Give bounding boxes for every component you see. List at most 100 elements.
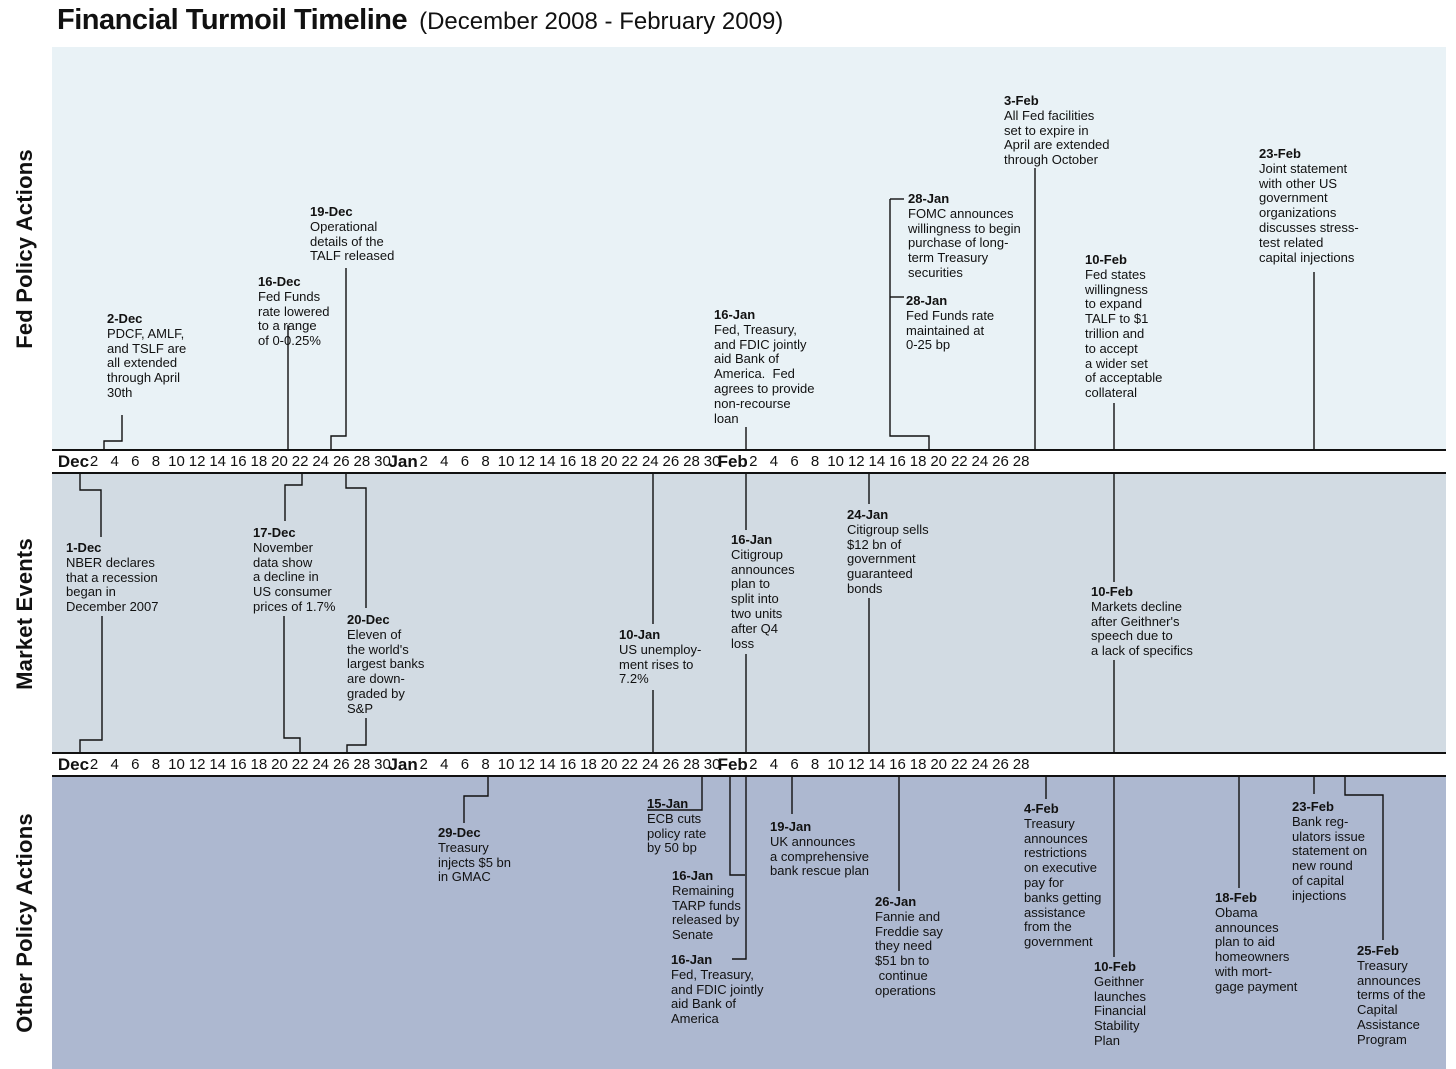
event-date: 16-Jan <box>731 532 773 547</box>
axis-1-tick: 26 <box>662 453 680 470</box>
axis-1-tick: 6 <box>790 453 799 470</box>
event-description: Fed states willingness to expand TALF to… <box>1085 266 1163 401</box>
event-date: 3-Feb <box>1004 93 1039 108</box>
axis-2-tick: 16 <box>889 756 906 773</box>
other-event: 18-Feb Obama announces plan to aid homeow… <box>1215 890 1297 995</box>
axis-2-tick: 10 <box>827 756 845 773</box>
event-description: Joint statement with other US government… <box>1259 160 1359 265</box>
title-main: Financial Turmoil Timeline <box>57 4 408 36</box>
axis-2-tick: 24 <box>312 756 330 773</box>
axis-2-tick: 22 <box>621 756 639 773</box>
title-subtitle: (December 2008 - February 2009) <box>419 8 784 35</box>
event-description: US unemploy- ment rises to 7.2% <box>619 641 702 687</box>
axis-2-tick: 12 <box>518 756 536 773</box>
band-label-market: Market Events <box>12 537 37 690</box>
axis-2-tick: 4 <box>110 756 119 773</box>
other-policy-band <box>52 777 1446 1069</box>
event-date: 29-Dec <box>438 825 481 840</box>
axis-2-tick: 12 <box>847 756 865 773</box>
axis-1-tick: Feb <box>717 452 748 471</box>
other-event: 16-Jan Fed, Treasury, and FDIC jointly ai… <box>671 952 763 1027</box>
market-event: 10-Jan US unemploy- ment rises to 7.2% <box>619 627 702 687</box>
axis-2-tick: 30 <box>374 756 391 773</box>
axis-2-tick: 12 <box>188 756 206 773</box>
axis-2-tick: 8 <box>481 756 490 773</box>
axis-2-tick: 18 <box>250 756 268 773</box>
axis-1-tick: 2 <box>419 453 428 470</box>
axis-1-tick: 10 <box>497 453 515 470</box>
axis-2-tick: 22 <box>291 756 309 773</box>
axis-2-tick: 10 <box>497 756 515 773</box>
axis-2-tick: 2 <box>419 756 428 773</box>
axis-1-tick: 26 <box>332 453 350 470</box>
event-date: 4-Feb <box>1024 801 1059 816</box>
event-date: 28-Jan <box>908 191 950 206</box>
axis-1-tick: 2 <box>89 453 99 470</box>
axis-2-tick: 6 <box>790 756 799 773</box>
axis-2-tick: 28 <box>1012 756 1030 773</box>
axis-1-tick: 6 <box>131 453 140 470</box>
event-date: 10-Jan <box>619 627 661 642</box>
axis-1-tick: 20 <box>271 453 288 470</box>
axis-1-tick: 26 <box>992 453 1009 470</box>
event-date: 19-Dec <box>310 204 353 219</box>
axis-2-tick: 22 <box>950 756 968 773</box>
axis-2-tick: 8 <box>810 756 820 773</box>
event-date: 2-Dec <box>107 311 143 326</box>
axis-1-tick: 20 <box>600 453 618 470</box>
axis-1-tick: 16 <box>889 453 906 470</box>
market-event: 16-Jan Citigroup announces plan to split … <box>731 532 795 651</box>
axis-2-tick: 28 <box>353 756 371 773</box>
market-event: 1-Dec NBER declares that a recession bega… <box>66 540 159 615</box>
event-date: 10-Feb <box>1094 959 1136 974</box>
axis-1-tick: 24 <box>641 453 659 470</box>
event-date: 25-Feb <box>1357 943 1399 958</box>
fed-policy-band <box>52 47 1446 450</box>
event-description: All Fed facilities set to expire in Apri… <box>1004 107 1110 168</box>
event-description: Fed Funds rate lowered to a range of 0-0… <box>258 288 330 349</box>
event-description: UK announces a comprehensive bank rescue… <box>770 833 870 879</box>
event-description: November data show a decline in US consu… <box>253 539 336 614</box>
event-date: 23-Feb <box>1292 799 1334 814</box>
axis-1-tick: 28 <box>683 453 700 470</box>
market-event: 10-Feb Markets decline after Geithner's s… <box>1091 584 1193 659</box>
axis-2-top-border <box>52 752 1446 754</box>
axis-1-tick: Jan <box>388 452 418 471</box>
event-date: 16-Jan <box>714 307 756 322</box>
axis-1-tick: 20 <box>930 453 948 470</box>
axis-1-tick: 4 <box>110 453 119 470</box>
axis-2-tick: 30 <box>703 756 721 773</box>
axis-2-tick: 28 <box>683 756 700 773</box>
axis-1-tick: 28 <box>1012 453 1030 470</box>
fed-event: 16-Dec Fed Funds rate lowered to a range … <box>258 274 330 349</box>
axis-2-tick: Jan <box>388 755 418 774</box>
axis-2-tick: 18 <box>909 756 927 773</box>
axis-1-tick: 2 <box>749 453 758 470</box>
event-date: 16-Jan <box>671 952 713 967</box>
event-description: Citigroup sells $12 bn of government gua… <box>847 521 929 596</box>
axis-1-top-border <box>52 449 1446 451</box>
axis-1-tick: 12 <box>847 453 865 470</box>
axis-1-tick: 4 <box>769 453 779 470</box>
axis-2-tick: 24 <box>641 756 659 773</box>
axis-2-tick: 10 <box>168 756 185 773</box>
event-date: 18-Feb <box>1215 890 1257 905</box>
axis-2-tick: 16 <box>229 756 247 773</box>
event-description: Eleven of the world's largest banks are … <box>347 626 425 716</box>
fed-event: 10-Feb Fed states willingness to expand T… <box>1085 252 1163 401</box>
axis-1-tick: 18 <box>580 453 597 470</box>
event-date: 1-Dec <box>66 540 102 555</box>
event-description: Operational details of the TALF released <box>310 218 395 264</box>
axis-1-tick: 24 <box>971 453 989 470</box>
axis-2-tick: 4 <box>440 756 449 773</box>
other-event: 23-Feb Bank reg- ulators issue statement … <box>1292 799 1368 904</box>
event-description: Bank reg- ulators issue statement on new… <box>1292 813 1368 903</box>
axis-1-bottom-border <box>52 472 1446 474</box>
other-event: 16-Jan Remaining TARP funds released by S… <box>672 868 741 943</box>
event-date: 24-Jan <box>847 507 889 522</box>
axis-1-tick: 8 <box>481 453 490 470</box>
event-date: 16-Dec <box>258 274 301 289</box>
axis-1-tick: 28 <box>353 453 371 470</box>
axis-2-tick: 2 <box>89 756 99 773</box>
axis-1-tick: 12 <box>188 453 206 470</box>
